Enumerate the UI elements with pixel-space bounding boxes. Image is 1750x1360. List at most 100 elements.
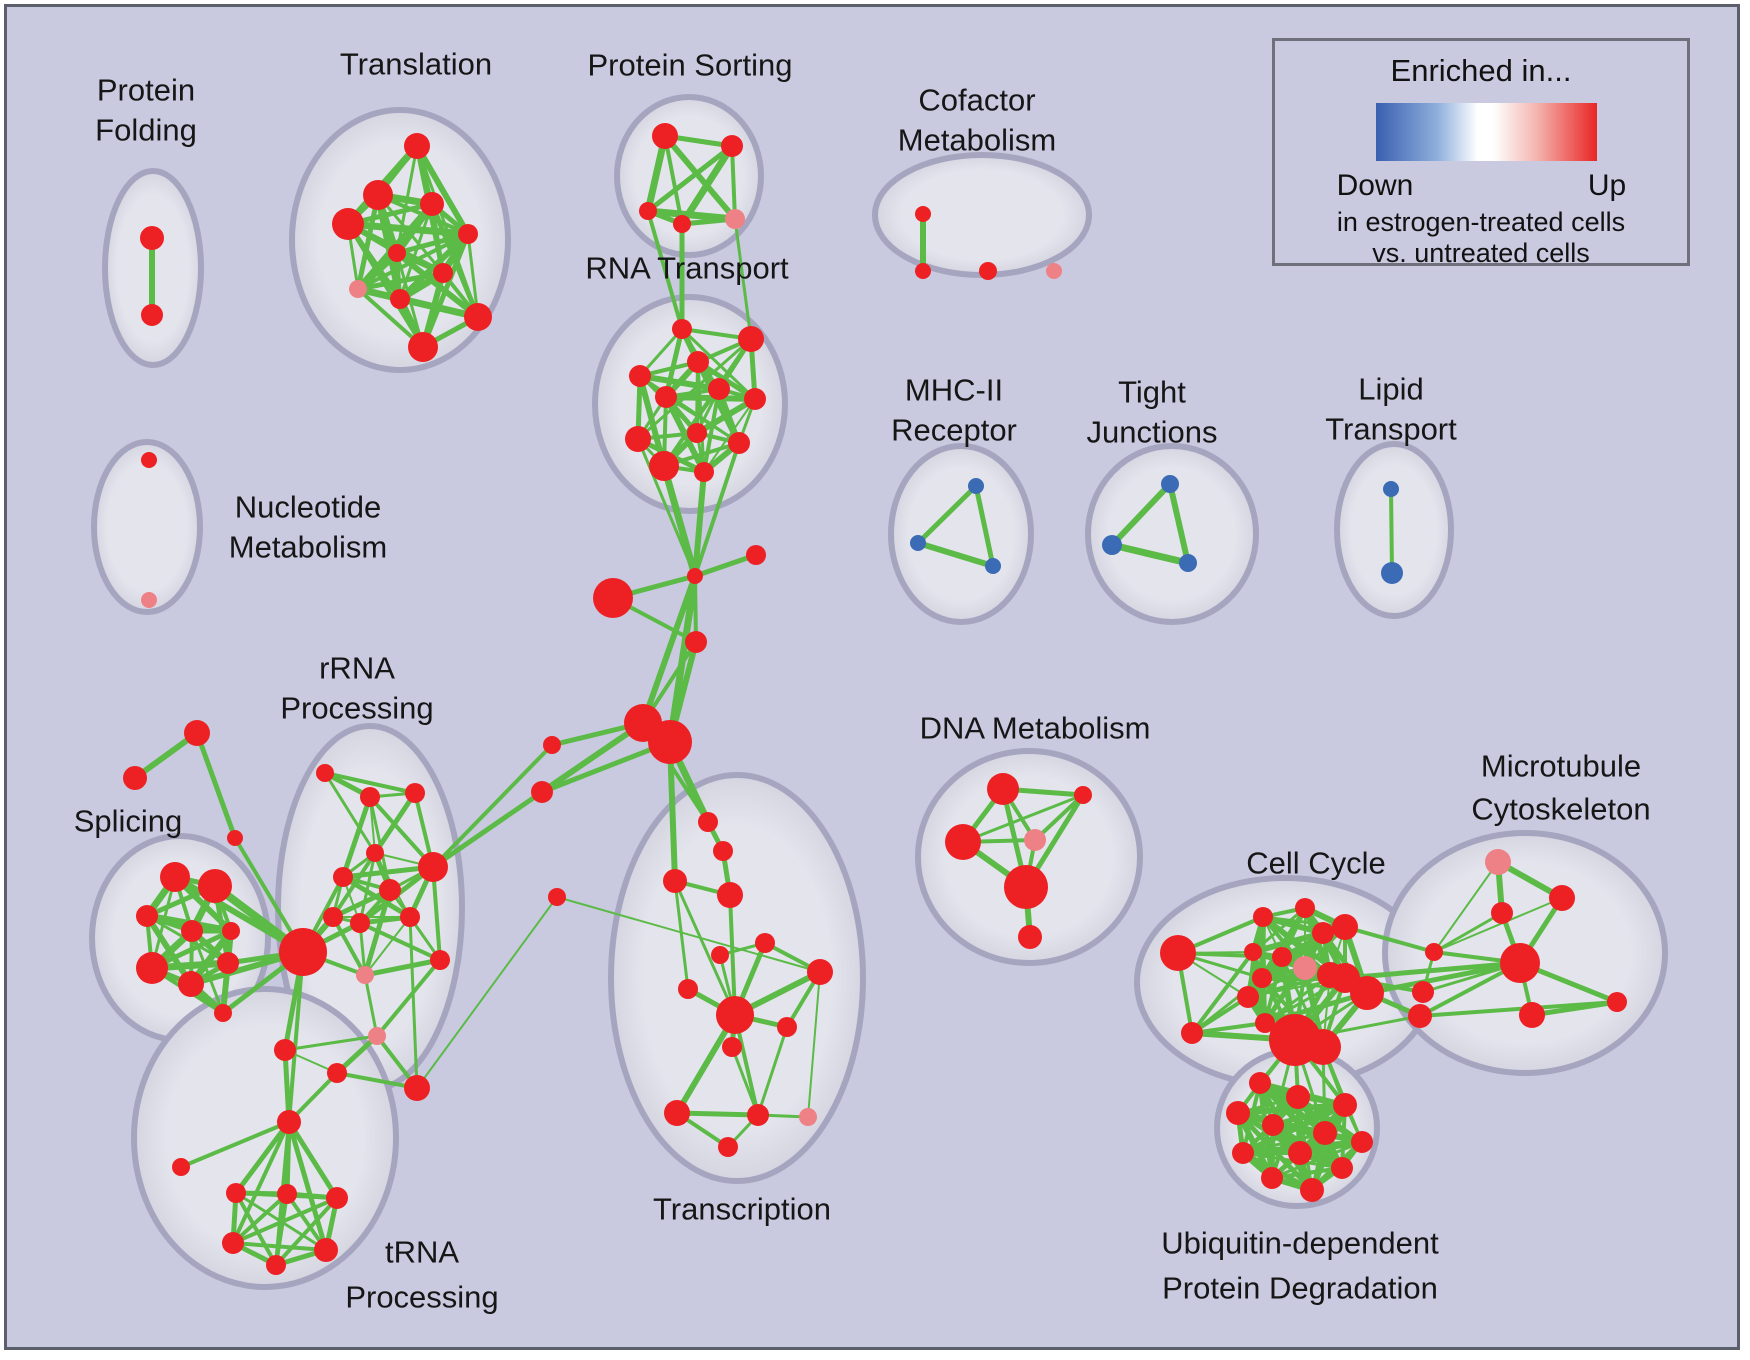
trna-node[interactable] [277, 1110, 301, 1134]
trna-node[interactable] [266, 1255, 286, 1275]
trna-node[interactable] [222, 1232, 244, 1254]
rrna-node[interactable] [274, 1039, 296, 1061]
ubiquitin-node[interactable] [1313, 1121, 1337, 1145]
cell_cycle-node[interactable] [1350, 976, 1384, 1010]
translation-node[interactable] [349, 280, 367, 298]
microtubule-node[interactable] [1412, 981, 1434, 1003]
rrna-node[interactable] [379, 879, 401, 901]
mhc-node[interactable] [968, 478, 984, 494]
transcription-node[interactable] [698, 812, 718, 832]
translation-node[interactable] [433, 263, 453, 283]
dna-node[interactable] [1018, 925, 1042, 949]
mhc-node[interactable] [910, 535, 926, 551]
trna-node[interactable] [277, 1184, 297, 1204]
ubiquitin-node[interactable] [1226, 1101, 1250, 1125]
rrna-node[interactable] [404, 1075, 430, 1101]
microtubule-node[interactable] [1607, 992, 1627, 1012]
splicing-node[interactable] [217, 952, 239, 974]
hubs-node[interactable] [593, 578, 633, 618]
cell_cycle-node[interactable] [1293, 956, 1317, 980]
microtubule-node[interactable] [1500, 943, 1540, 983]
translation-node[interactable] [420, 192, 444, 216]
cell_cycle-node[interactable] [1255, 1013, 1275, 1033]
cell_cycle-node[interactable] [1272, 947, 1292, 967]
microtubule-node[interactable] [1491, 902, 1513, 924]
translation-node[interactable] [388, 244, 406, 262]
splicing-node[interactable] [136, 952, 168, 984]
ubiquitin-node[interactable] [1249, 1072, 1271, 1094]
splicing-node[interactable] [181, 920, 203, 942]
rrna-node[interactable] [418, 852, 448, 882]
ubiquitin-node[interactable] [1351, 1131, 1373, 1153]
splicing_sat-node[interactable] [184, 720, 210, 746]
splicing-node[interactable] [160, 862, 190, 892]
hubs-node[interactable] [685, 631, 707, 653]
cofactor-node[interactable] [1046, 263, 1062, 279]
lipid-node[interactable] [1383, 481, 1399, 497]
rrna-node[interactable] [368, 1027, 386, 1045]
dna-node[interactable] [1074, 786, 1092, 804]
splicing_sat-node[interactable] [123, 766, 147, 790]
cell_cycle-node[interactable] [1332, 914, 1358, 940]
rna_transport-node[interactable] [728, 432, 750, 454]
rna_transport-node[interactable] [629, 365, 651, 387]
rrna-node[interactable] [356, 966, 374, 984]
splicing-node[interactable] [136, 905, 158, 927]
transcription-node[interactable] [755, 933, 775, 953]
translation-node[interactable] [464, 303, 492, 331]
transcription-node[interactable] [722, 1037, 742, 1057]
translation-node[interactable] [408, 332, 438, 362]
transcription-node[interactable] [663, 869, 687, 893]
ubiquitin-node[interactable] [1300, 1178, 1324, 1202]
microtubule-node[interactable] [1485, 849, 1511, 875]
hubs-node[interactable] [648, 720, 692, 764]
ubiquitin-node[interactable] [1262, 1114, 1284, 1136]
cell_cycle-node[interactable] [1244, 943, 1262, 961]
rrna-node[interactable] [327, 1063, 347, 1083]
transcription-node[interactable] [718, 1137, 738, 1157]
cell_cycle-node[interactable] [1312, 922, 1334, 944]
transcription-node[interactable] [716, 996, 754, 1034]
cell_cycle-node[interactable] [1305, 1029, 1341, 1065]
ubiquitin-node[interactable] [1261, 1167, 1283, 1189]
rrna-node[interactable] [366, 844, 384, 862]
tight_junctions-node[interactable] [1161, 475, 1179, 493]
splicing-node[interactable] [198, 869, 232, 903]
transcription-node[interactable] [807, 959, 833, 985]
ubiquitin-node[interactable] [1286, 1085, 1310, 1109]
rrna-node[interactable] [316, 764, 334, 782]
rrna-node[interactable] [350, 913, 370, 933]
translation-node[interactable] [390, 289, 410, 309]
nucleotide-node[interactable] [141, 452, 157, 468]
trna-node[interactable] [172, 1158, 190, 1176]
transcription-node[interactable] [717, 882, 743, 908]
rrna-node[interactable] [360, 787, 380, 807]
rna_transport-node[interactable] [687, 423, 707, 443]
protein_sorting-node[interactable] [721, 135, 743, 157]
cofactor-node[interactable] [915, 263, 931, 279]
rrna-node[interactable] [430, 950, 450, 970]
splicing-node[interactable] [222, 922, 240, 940]
dna-node[interactable] [987, 773, 1019, 805]
rna_transport-node[interactable] [625, 426, 651, 452]
transcription-node[interactable] [799, 1108, 817, 1126]
hubs-node[interactable] [687, 568, 703, 584]
translation-node[interactable] [458, 224, 478, 244]
protein_sorting-node[interactable] [673, 215, 691, 233]
rna_transport-node[interactable] [687, 351, 709, 373]
microtubule-node[interactable] [1408, 1004, 1432, 1028]
dna-node[interactable] [945, 824, 981, 860]
translation-node[interactable] [363, 180, 393, 210]
network-canvas[interactable]: Protein Folding Translation Protein Sorting… [4, 4, 1740, 1350]
splicing-node[interactable] [214, 1004, 232, 1022]
hubs-node[interactable] [746, 545, 766, 565]
protein_folding-node[interactable] [141, 304, 163, 326]
transcription-node[interactable] [664, 1100, 690, 1126]
cell_cycle-node[interactable] [1181, 1022, 1203, 1044]
microtubule-node[interactable] [1549, 885, 1575, 911]
rna_transport-node[interactable] [708, 378, 730, 400]
ubiquitin-node[interactable] [1288, 1141, 1312, 1165]
rrna-node[interactable] [400, 907, 420, 927]
ubiquitin-node[interactable] [1333, 1093, 1357, 1117]
cell_cycle-node[interactable] [1252, 968, 1272, 988]
